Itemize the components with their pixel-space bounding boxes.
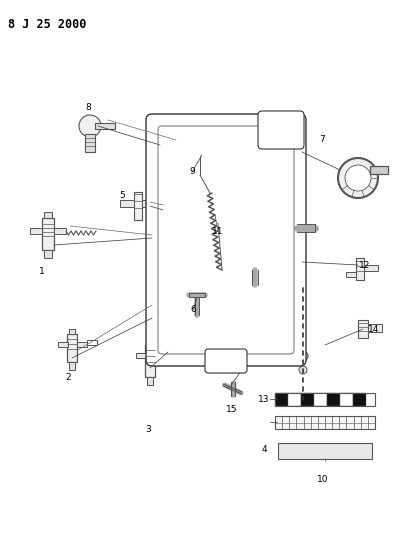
Circle shape [297,351,307,361]
Text: 9: 9 [189,167,194,176]
Circle shape [344,165,370,191]
Bar [363,265,377,271]
Bar [352,393,365,406]
Circle shape [237,216,252,230]
Circle shape [79,115,101,137]
Bar [369,166,387,174]
Circle shape [213,186,296,270]
Bar [142,200,153,207]
Text: 15: 15 [226,406,237,415]
Text: 8 J 25 2000: 8 J 25 2000 [8,18,86,31]
Circle shape [196,148,203,156]
Bar [44,212,52,218]
Bar [345,272,355,277]
Text: 4: 4 [260,446,266,455]
Bar [155,353,164,358]
Bar [313,393,326,406]
Bar [287,393,300,406]
FancyBboxPatch shape [146,114,305,366]
Bar [69,329,75,334]
FancyBboxPatch shape [205,349,246,373]
Bar [147,377,153,385]
Bar [67,334,77,362]
Bar [355,258,363,280]
Text: 13: 13 [258,395,269,405]
Text: 11: 11 [212,228,223,237]
Text: 3: 3 [145,425,151,434]
Bar [274,393,287,406]
Text: 5: 5 [119,191,125,200]
Bar [300,393,313,406]
Bar [42,218,54,250]
Bar [77,342,87,347]
Bar [58,342,68,347]
Text: 8: 8 [85,103,91,112]
Circle shape [298,366,306,374]
Bar [274,393,374,406]
Bar [54,228,66,234]
Bar [357,320,367,338]
Bar [326,393,339,406]
Bar [69,362,75,370]
Bar [95,123,115,129]
Bar [134,192,142,220]
Text: 2: 2 [65,374,70,383]
Text: 14: 14 [367,326,379,335]
Circle shape [337,158,377,198]
Text: 6: 6 [190,305,195,314]
Bar [44,250,52,258]
Bar [339,393,352,406]
Text: 1: 1 [39,268,45,277]
Bar [87,340,97,345]
Circle shape [257,218,267,228]
Bar [145,345,155,377]
Bar [277,443,371,459]
FancyBboxPatch shape [257,111,303,149]
Text: 7: 7 [318,135,324,144]
Bar [367,324,381,332]
Bar [120,200,134,207]
Bar [136,353,146,358]
Text: 10: 10 [316,475,328,484]
Bar [30,228,42,234]
Bar [147,340,153,345]
Bar [274,416,374,429]
Bar [85,134,95,152]
Text: 12: 12 [358,261,370,270]
